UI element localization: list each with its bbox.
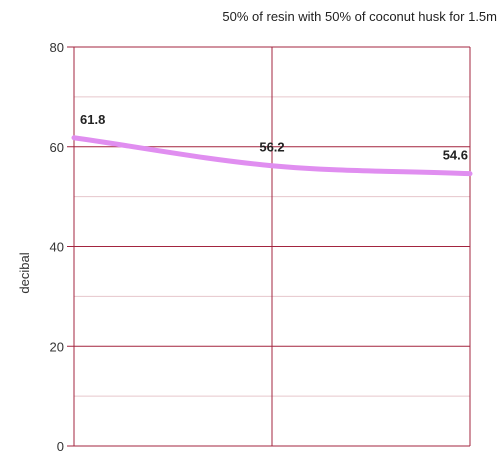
grid — [67, 46, 471, 447]
y-tick-label: 20 — [50, 339, 64, 354]
data-labels: 61.8 56.2 54.6 — [80, 112, 468, 163]
y-tick-label: 40 — [50, 240, 64, 255]
chart-title: 50% of resin with 50% of coconut husk fo… — [222, 9, 497, 24]
series-lines — [71, 135, 473, 177]
data-label: 54.6 — [443, 148, 468, 163]
data-label: 61.8 — [80, 112, 105, 127]
y-tick-label: 60 — [50, 140, 64, 155]
y-tick-label: 0 — [57, 439, 64, 452]
y-tick-label: 80 — [50, 40, 64, 55]
y-tick-labels: 0 20 40 60 80 — [50, 40, 64, 452]
data-label: 56.2 — [259, 140, 284, 155]
series-line — [71, 135, 473, 177]
y-axis-label: decibal — [17, 252, 32, 293]
